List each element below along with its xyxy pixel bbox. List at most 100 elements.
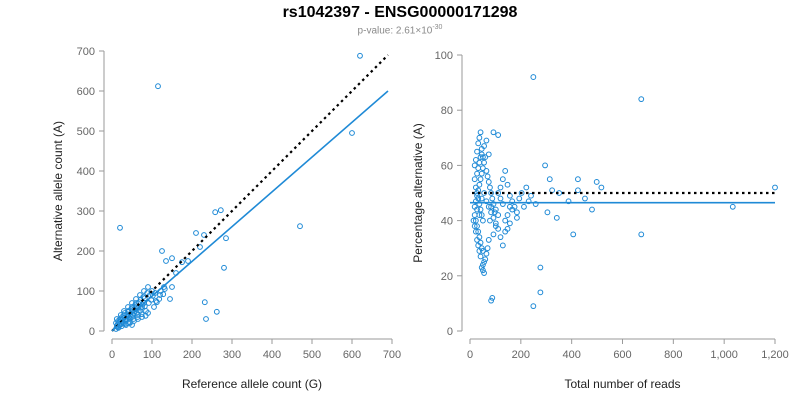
data-point	[488, 297, 495, 304]
y-tick-label: 600	[77, 86, 95, 98]
data-point	[490, 214, 497, 221]
data-point	[185, 258, 191, 264]
data-point	[480, 154, 486, 161]
data-point	[499, 242, 506, 249]
data-point	[530, 74, 537, 80]
data-point	[497, 195, 504, 202]
data-point	[476, 212, 483, 218]
data-point	[471, 162, 478, 169]
data-point	[772, 184, 778, 191]
x-axis-title: Reference allele count (G)	[182, 377, 322, 391]
data-point	[488, 190, 495, 196]
data-point	[483, 250, 490, 257]
data-point	[297, 223, 303, 230]
data-point	[223, 235, 229, 242]
data-point	[151, 304, 157, 310]
data-point	[481, 259, 487, 265]
data-point	[212, 209, 219, 216]
data-point	[495, 190, 502, 196]
data-point	[485, 237, 492, 243]
panel-1: 0 100 200 300 400 500 600 700 0 100 200 300 400 500 60…	[51, 46, 401, 391]
data-point	[474, 148, 480, 155]
panel-2: 0 200 400 600 800 1,000 1,200 0 20 40 60 80 100 Total…	[411, 50, 789, 391]
data-point	[155, 83, 161, 90]
data-point	[477, 176, 484, 183]
data-point	[470, 217, 477, 224]
data-point	[490, 201, 497, 207]
data-point	[489, 294, 496, 301]
data-point	[201, 232, 207, 238]
data-point	[478, 245, 485, 252]
y-tick-label: 100	[77, 286, 95, 298]
data-point	[553, 214, 560, 221]
data-point	[476, 234, 483, 241]
data-point	[478, 195, 485, 202]
data-point	[477, 253, 484, 260]
x-tick-label: 0	[109, 349, 115, 361]
y-tick-label: 40	[441, 216, 453, 228]
data-point	[495, 212, 502, 218]
data-point	[163, 258, 169, 264]
x-tick-label: 1,000	[710, 349, 738, 361]
data-point	[487, 184, 493, 191]
data-point	[729, 203, 736, 210]
data-point	[523, 184, 530, 191]
y-tick-label: 100	[435, 50, 453, 62]
data-point	[575, 176, 581, 183]
data-point	[477, 154, 484, 161]
data-point	[502, 217, 509, 224]
data-point	[474, 170, 480, 177]
data-point	[495, 225, 502, 232]
x-tick-label: 1,200	[761, 349, 789, 361]
data-point	[121, 310, 128, 316]
data-point	[497, 184, 504, 191]
x-tick-label: 600	[343, 349, 361, 361]
data-point	[528, 192, 534, 199]
chart-title: rs1042397 - ENSG00000171298	[282, 4, 518, 21]
x-tick-label: 300	[223, 349, 241, 361]
data-point	[518, 190, 525, 196]
data-point	[197, 244, 203, 250]
y-tick-label: 60	[441, 160, 453, 172]
x-tick-label: 500	[303, 349, 321, 361]
data-point	[537, 289, 544, 296]
data-point	[203, 316, 209, 322]
data-point	[593, 179, 600, 185]
data-point	[514, 209, 520, 216]
data-point	[474, 206, 480, 213]
y-tick-label: 0	[89, 326, 95, 338]
y-axis-title: Alternative allele count (A)	[51, 121, 65, 261]
data-point	[159, 248, 165, 254]
reference-line	[111, 54, 389, 332]
data-point	[478, 264, 485, 271]
data-point	[492, 206, 499, 213]
y-tick-label: 200	[77, 246, 95, 258]
data-point	[145, 284, 151, 290]
data-point	[509, 198, 516, 205]
x-tick-label: 800	[664, 349, 682, 361]
data-point	[349, 130, 355, 136]
data-point	[480, 217, 486, 224]
data-point	[481, 143, 487, 149]
data-point	[129, 322, 135, 328]
data-point	[537, 264, 544, 271]
data-point	[480, 261, 486, 268]
data-point	[495, 132, 502, 138]
data-point	[478, 151, 485, 158]
x-tick-label: 400	[562, 349, 580, 361]
y-tick-label: 0	[447, 326, 453, 338]
data-point	[472, 228, 479, 235]
data-point	[504, 181, 511, 188]
data-point	[565, 198, 572, 205]
data-point	[598, 184, 605, 191]
data-point	[201, 299, 208, 306]
x-axis-title: Total number of reads	[564, 377, 680, 391]
data-point	[638, 96, 645, 103]
x-tick-label: 200	[512, 349, 530, 361]
data-point	[160, 291, 167, 298]
data-point	[161, 286, 168, 292]
data-point	[506, 220, 513, 227]
y-tick-label: 700	[77, 46, 95, 58]
y-tick-label: 20	[441, 271, 453, 283]
